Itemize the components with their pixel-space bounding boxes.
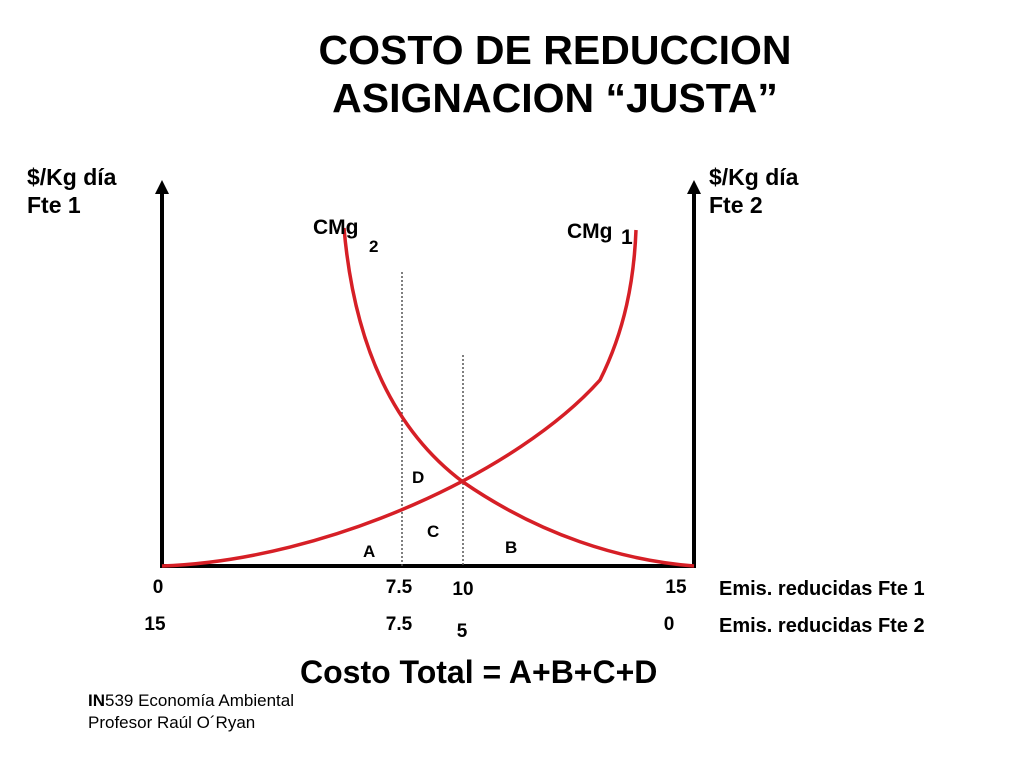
area-label-d: D (412, 468, 425, 487)
course-name: 539 Economía Ambiental (105, 691, 295, 710)
slide-title-line-1: COSTO DE REDUCCION (318, 27, 792, 73)
left-axis-label: $/Kg día Fte 1 (27, 163, 116, 219)
fte1-tick-10: 10 (452, 579, 474, 600)
fte2-tick-0: 0 (663, 614, 675, 635)
fte1-tick-0: 0 (152, 577, 164, 598)
right-axis-label-source: Fte 2 (709, 192, 763, 218)
fte2-tick-15: 15 (144, 614, 166, 635)
cmg1-subscript: 1 (621, 226, 633, 249)
row-label-fte1: Emis. reducidas Fte 1 (719, 578, 925, 600)
course-code: IN (88, 691, 105, 710)
fte2-tick-7-5: 7.5 (385, 614, 413, 635)
total-cost-formula: Costo Total = A+B+C+D (300, 654, 658, 690)
area-label-a: A (363, 542, 376, 561)
cmg2-subscript: 2 (369, 237, 379, 256)
slide-title-line-2: ASIGNACION “JUSTA” (332, 75, 778, 121)
right-axis-arrow-icon (687, 180, 701, 194)
area-label-b: B (505, 538, 518, 557)
right-axis-label: $/Kg día Fte 2 (709, 163, 798, 219)
left-axis-label-source: Fte 1 (27, 192, 81, 218)
course-footer: IN539 Economía Ambiental (88, 690, 294, 711)
fte1-tick-7-5: 7.5 (385, 577, 413, 598)
fte1-tick-15: 15 (665, 577, 687, 598)
area-label-c: C (427, 522, 440, 541)
fte2-tick-5: 5 (456, 621, 468, 642)
row-label-fte2: Emis. reducidas Fte 2 (719, 615, 925, 637)
left-axis-arrow-icon (155, 180, 169, 194)
professor-footer: Profesor Raúl O´Ryan (88, 713, 256, 732)
cmg2-curve (342, 227, 695, 568)
cmg1-curve (161, 229, 638, 568)
cmg1-label: CMg (567, 220, 613, 243)
cmg2-label: CMg (313, 216, 359, 239)
right-axis-label-unit: $/Kg día (709, 164, 799, 190)
left-axis-label-unit: $/Kg día (27, 164, 117, 190)
